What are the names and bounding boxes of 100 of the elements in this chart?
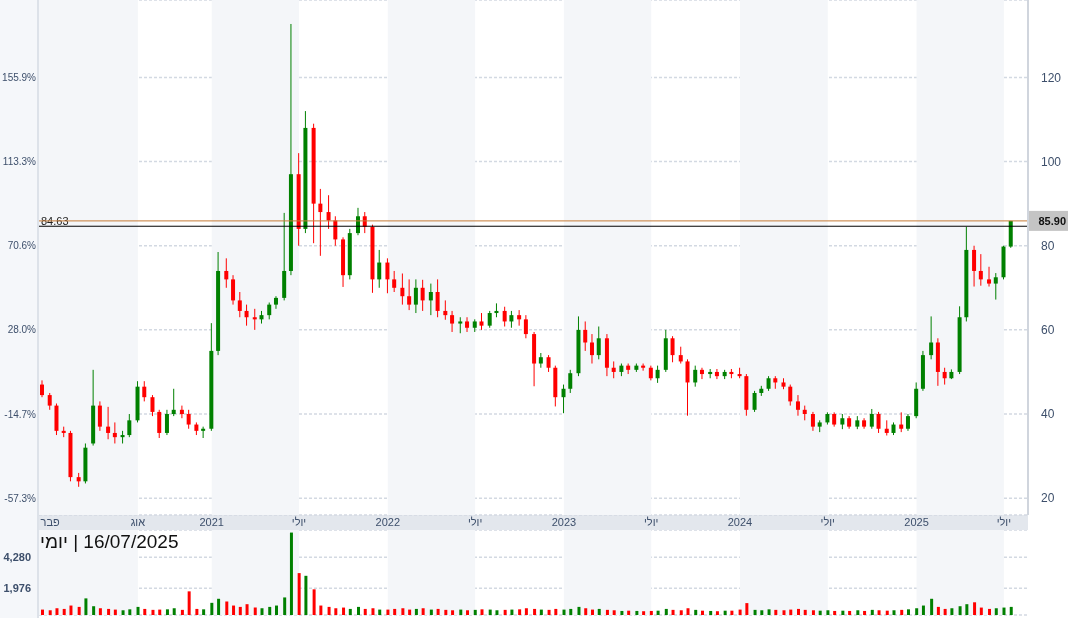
bar	[826, 610, 830, 615]
candlestick	[318, 188, 323, 257]
x-tick-label: פבר	[40, 516, 60, 528]
bar	[1002, 607, 1006, 615]
bar	[642, 611, 646, 615]
bar	[466, 610, 470, 615]
bar	[488, 609, 492, 615]
candlestick	[583, 320, 588, 352]
bar	[327, 606, 331, 615]
candlestick	[377, 249, 382, 289]
bar	[811, 610, 815, 615]
bar	[863, 610, 867, 615]
bar	[48, 610, 52, 615]
bar	[518, 609, 522, 615]
x-tick-label: 2021	[199, 516, 224, 528]
bar	[363, 608, 367, 615]
candlestick	[428, 283, 433, 316]
candlestick	[112, 421, 117, 444]
bar	[451, 610, 455, 615]
candlestick	[987, 266, 992, 288]
x-tick-label: 2025	[904, 516, 929, 528]
bar	[723, 610, 727, 615]
candlestick	[179, 405, 184, 419]
candlestick	[972, 245, 977, 288]
candlestick	[186, 409, 191, 430]
bar	[700, 610, 704, 615]
bar	[69, 605, 73, 615]
y2-tick-label: 113.3%	[2, 156, 37, 168]
bar	[856, 610, 860, 615]
bar	[225, 601, 229, 615]
ref-line-label: 84.63	[41, 215, 69, 228]
bar	[473, 609, 477, 615]
bar	[158, 609, 162, 615]
candlestick	[899, 411, 904, 433]
bar	[789, 609, 793, 615]
bar	[554, 608, 558, 615]
bar	[55, 608, 59, 615]
candlestick	[465, 316, 470, 333]
bar	[950, 608, 954, 615]
bar	[818, 610, 822, 615]
candlestick	[127, 413, 132, 438]
y-tick-label: 60	[1041, 323, 1055, 338]
bar	[274, 605, 278, 615]
bar	[539, 609, 543, 615]
bar	[84, 598, 88, 615]
bar	[562, 609, 566, 615]
candlestick	[273, 295, 278, 310]
candlestick	[385, 257, 390, 294]
candlestick	[641, 363, 646, 372]
bar	[577, 606, 581, 615]
candlestick	[869, 408, 874, 430]
bar	[524, 608, 528, 615]
bar	[649, 610, 653, 615]
bar	[414, 608, 418, 615]
bar	[994, 608, 998, 615]
bar	[283, 597, 287, 615]
candlestick	[795, 394, 800, 417]
bar	[187, 591, 191, 615]
bar	[77, 606, 81, 615]
bar	[892, 610, 896, 615]
y-tick-label: 40	[1041, 407, 1055, 422]
y2-tick-label: -57.3%	[4, 492, 37, 504]
bar	[393, 608, 397, 615]
bar	[459, 609, 463, 615]
x-tick-label: יולי	[820, 516, 835, 528]
candlestick	[244, 304, 249, 327]
bar	[232, 605, 236, 615]
bar	[151, 609, 155, 615]
candlestick	[97, 400, 102, 432]
candlestick	[150, 394, 155, 417]
candlestick	[201, 426, 206, 439]
bar	[319, 605, 323, 615]
bar	[386, 609, 390, 615]
bar	[92, 606, 96, 615]
bar	[180, 609, 184, 615]
y-tick-label: 20	[1041, 491, 1055, 506]
x-tick-label: יולי	[467, 516, 483, 528]
bar	[760, 610, 764, 615]
candlestick	[413, 278, 418, 314]
bar	[900, 609, 904, 615]
candlestick	[171, 388, 176, 417]
bar	[172, 608, 176, 615]
x-tick-label: אוג	[130, 516, 146, 528]
candlestick	[106, 406, 111, 440]
x-tick-label: 2023	[551, 516, 577, 528]
bar	[988, 608, 992, 615]
candlestick	[502, 306, 507, 327]
bar	[627, 610, 631, 615]
candlestick	[407, 278, 412, 311]
y-tick-label: 80	[1041, 238, 1055, 253]
bar	[436, 608, 440, 615]
bar	[408, 609, 412, 615]
bar	[979, 607, 983, 615]
bar	[597, 608, 601, 615]
bar	[107, 608, 111, 615]
y-tick-label: 1,976	[3, 582, 31, 595]
bar	[401, 608, 405, 615]
candlestick	[810, 411, 815, 432]
candlestick	[420, 279, 425, 312]
bar	[730, 610, 734, 615]
